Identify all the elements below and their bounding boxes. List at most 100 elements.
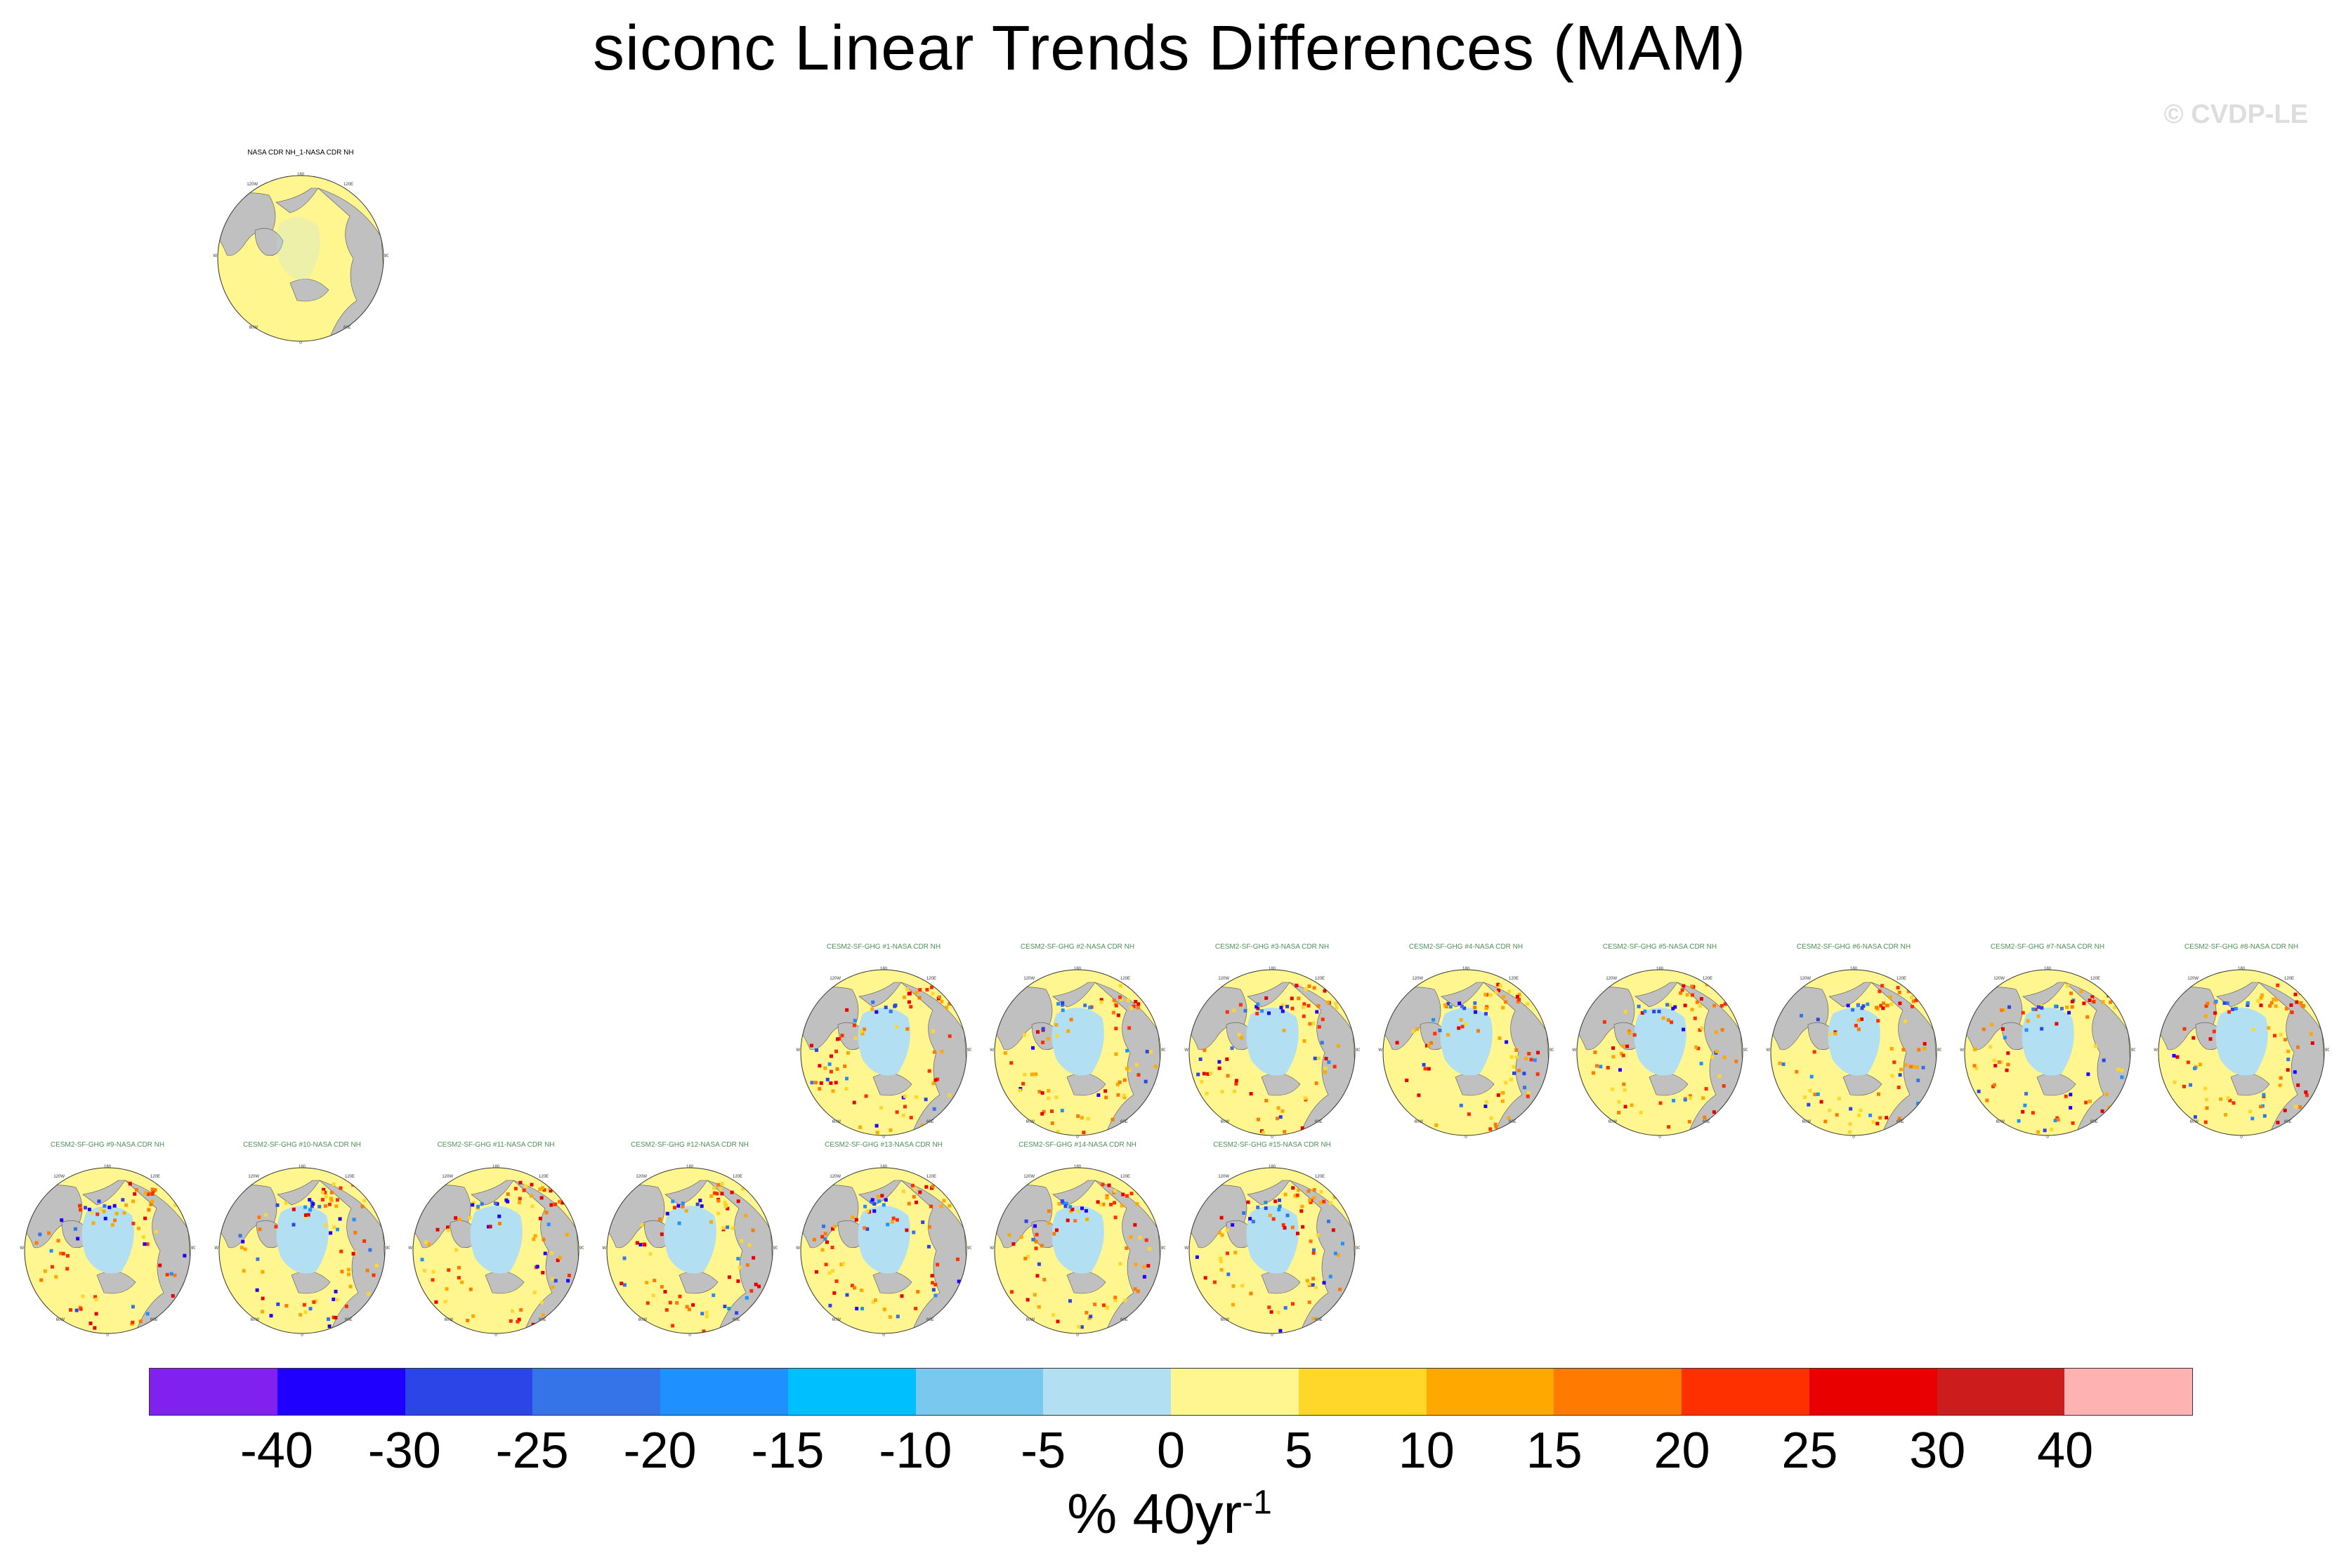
- map-panel: CESM2-SF-GHG #8-NASA CDR NH 180 120W 120E 90…: [2154, 943, 2329, 1147]
- colorbar-units-text: % 40yr: [1067, 1482, 1243, 1545]
- svg-text:120E: 120E: [343, 183, 353, 187]
- svg-text:0: 0: [1271, 1135, 1273, 1140]
- colorbar-units: % 40yr-1: [0, 1482, 2339, 1546]
- panel-title: CESM2-SF-GHG #8-NASA CDR NH: [2184, 943, 2299, 951]
- svg-text:120E: 120E: [926, 1175, 936, 1179]
- svg-text:0: 0: [301, 1333, 303, 1338]
- panel-title: CESM2-SF-GHG #10-NASA CDR NH: [243, 1141, 361, 1149]
- svg-text:60E: 60E: [1896, 1120, 1904, 1124]
- svg-text:60W: 60W: [1609, 1120, 1618, 1124]
- svg-text:120E: 120E: [1509, 977, 1519, 981]
- colorbar-tick-label: 40: [2037, 1423, 2094, 1479]
- svg-text:60E: 60E: [150, 1318, 158, 1322]
- svg-text:180: 180: [686, 1165, 694, 1169]
- map-panel: CESM2-SF-GHG #11-NASA CDR NH 180 120W 120E 9…: [408, 1141, 584, 1345]
- svg-text:120E: 120E: [926, 977, 936, 981]
- svg-text:90W: 90W: [214, 1246, 218, 1251]
- svg-text:180: 180: [880, 1165, 888, 1169]
- polar-map: 180 120W 120E 90W 90E 60W 60E 0: [990, 967, 1165, 1140]
- svg-text:90W: 90W: [1766, 1048, 1770, 1053]
- colorbar-box: [1682, 1369, 1809, 1415]
- svg-text:180: 180: [492, 1165, 500, 1169]
- map-panel: CESM2-SF-GHG #10-NASA CDR NH 180 120W 120E 9…: [214, 1141, 390, 1345]
- svg-text:120E: 120E: [345, 1175, 355, 1179]
- colorbar-tick-label: -25: [495, 1423, 569, 1479]
- svg-text:60E: 60E: [2090, 1120, 2098, 1124]
- svg-text:180: 180: [104, 1165, 112, 1169]
- polar-map: 180 120W 120E 90W 90E 60W 60E 0: [602, 1165, 778, 1338]
- colorbar-box: [915, 1369, 1044, 1415]
- svg-text:90E: 90E: [191, 1246, 195, 1251]
- svg-text:90W: 90W: [1184, 1246, 1188, 1251]
- colorbar-box: [1809, 1369, 1937, 1415]
- map-panel: NASA CDR NH_1-NASA CDR NH 180 120W 120E 90W 9…: [213, 149, 388, 353]
- colorbar-tick-label: 30: [1909, 1423, 1966, 1479]
- map-panel: CESM2-SF-GHG #12-NASA CDR NH 180 120W 120E 9…: [602, 1141, 778, 1345]
- svg-text:0: 0: [1852, 1135, 1855, 1140]
- svg-text:120E: 120E: [539, 1175, 549, 1179]
- polar-map: 180 120W 120E 90W 90E 60W 60E 0: [1184, 967, 1360, 1140]
- svg-text:120W: 120W: [1023, 977, 1035, 981]
- svg-text:60W: 60W: [638, 1318, 648, 1322]
- svg-text:0: 0: [2046, 1135, 2049, 1140]
- svg-text:90W: 90W: [602, 1246, 606, 1251]
- panel-title: CESM2-SF-GHG #4-NASA CDR NH: [1408, 943, 1524, 951]
- svg-text:90W: 90W: [796, 1246, 800, 1251]
- svg-text:90E: 90E: [1161, 1048, 1165, 1053]
- svg-text:120E: 120E: [2284, 977, 2294, 981]
- colorbar-tick-label: 10: [1398, 1423, 1455, 1479]
- polar-map: 180 120W 120E 90W 90E 60W 60E 0: [796, 967, 971, 1140]
- svg-text:120W: 120W: [1023, 1175, 1035, 1179]
- polar-map: 180 120W 120E 90W 90E 60W 60E 0: [214, 1165, 390, 1338]
- svg-text:60E: 60E: [2284, 1120, 2292, 1124]
- svg-text:120E: 120E: [733, 1175, 742, 1179]
- colorbar-tick-label: -40: [240, 1423, 313, 1479]
- svg-text:120W: 120W: [1218, 977, 1229, 981]
- svg-text:180: 180: [1074, 967, 1082, 971]
- svg-text:90W: 90W: [1572, 1048, 1576, 1053]
- svg-text:90W: 90W: [1960, 1048, 1964, 1053]
- panel-title: CESM2-SF-GHG #9-NASA CDR NH: [50, 1141, 165, 1149]
- panel-title: CESM2-SF-GHG #7-NASA CDR NH: [1990, 943, 2105, 951]
- svg-text:90E: 90E: [579, 1246, 584, 1251]
- svg-text:120W: 120W: [830, 977, 841, 981]
- svg-text:0: 0: [1076, 1135, 1079, 1140]
- svg-text:180: 180: [2238, 967, 2246, 971]
- svg-text:90E: 90E: [2131, 1048, 2135, 1053]
- svg-text:90W: 90W: [1184, 1048, 1188, 1053]
- svg-text:90E: 90E: [967, 1048, 971, 1053]
- svg-text:0: 0: [299, 341, 302, 345]
- svg-text:60W: 60W: [832, 1318, 841, 1322]
- page-title: siconc Linear Trends Differences (MAM): [593, 13, 1746, 84]
- svg-text:120E: 120E: [1120, 977, 1130, 981]
- svg-text:90E: 90E: [1161, 1246, 1165, 1251]
- svg-text:90E: 90E: [1743, 1048, 1748, 1053]
- map-panel: CESM2-SF-GHG #6-NASA CDR NH 180 120W 120E 90…: [1766, 943, 1941, 1147]
- svg-text:120W: 120W: [1800, 977, 1811, 981]
- colorbar-tick-label: 5: [1284, 1423, 1313, 1479]
- svg-text:0: 0: [882, 1135, 885, 1140]
- svg-text:120W: 120W: [53, 1175, 65, 1179]
- colorbar-tick-label: 0: [1156, 1423, 1186, 1479]
- svg-text:180: 180: [1462, 967, 1470, 971]
- svg-text:180: 180: [2044, 967, 2052, 971]
- svg-text:0: 0: [2240, 1135, 2243, 1140]
- svg-text:120W: 120W: [248, 1175, 259, 1179]
- svg-text:120E: 120E: [2090, 977, 2100, 981]
- svg-text:0: 0: [1658, 1135, 1661, 1140]
- panel-title: CESM2-SF-GHG #3-NASA CDR NH: [1214, 943, 1330, 951]
- panel-title: CESM2-SF-GHG #11-NASA CDR NH: [437, 1141, 555, 1149]
- svg-text:90E: 90E: [384, 254, 388, 258]
- svg-text:60E: 60E: [1120, 1318, 1128, 1322]
- colorbar-box: [150, 1369, 277, 1415]
- colorbar-box: [787, 1369, 916, 1415]
- panel-title: CESM2-SF-GHG #12-NASA CDR NH: [631, 1141, 749, 1149]
- colorbar-units-exponent: -1: [1242, 1484, 1272, 1522]
- svg-text:60E: 60E: [1315, 1318, 1323, 1322]
- svg-text:120E: 120E: [1896, 977, 1906, 981]
- svg-text:60W: 60W: [1026, 1120, 1035, 1124]
- svg-text:60W: 60W: [1415, 1120, 1424, 1124]
- svg-text:90E: 90E: [773, 1246, 778, 1251]
- polar-map: 180 120W 120E 90W 90E 60W 60E 0: [20, 1165, 195, 1338]
- svg-text:60E: 60E: [926, 1120, 934, 1124]
